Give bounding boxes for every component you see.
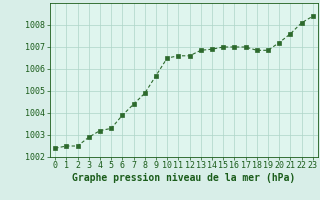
X-axis label: Graphe pression niveau de la mer (hPa): Graphe pression niveau de la mer (hPa): [72, 173, 296, 183]
